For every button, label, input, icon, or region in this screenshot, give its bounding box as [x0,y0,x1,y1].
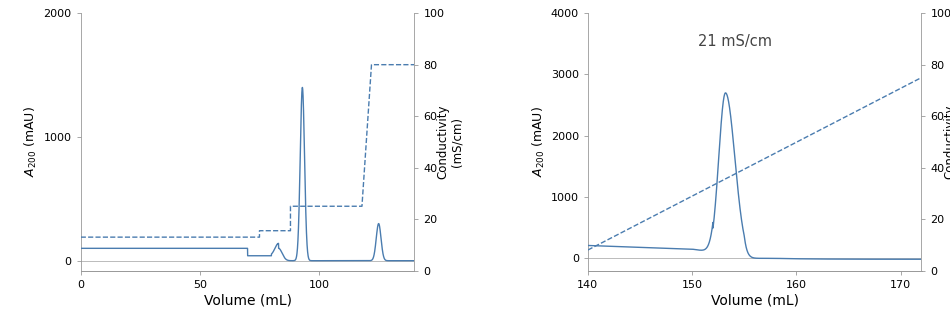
Y-axis label: Conductivity
(mS/cm): Conductivity (mS/cm) [943,105,950,179]
X-axis label: Volume (mL): Volume (mL) [711,294,799,308]
X-axis label: Volume (mL): Volume (mL) [203,294,292,308]
Y-axis label: $A_{200}$ (mAU): $A_{200}$ (mAU) [24,107,40,177]
Y-axis label: Conductivity
(mS/cm): Conductivity (mS/cm) [436,105,464,179]
Text: 21 mS/cm: 21 mS/cm [698,34,772,49]
Y-axis label: $A_{200}$ (mAU): $A_{200}$ (mAU) [530,107,546,177]
